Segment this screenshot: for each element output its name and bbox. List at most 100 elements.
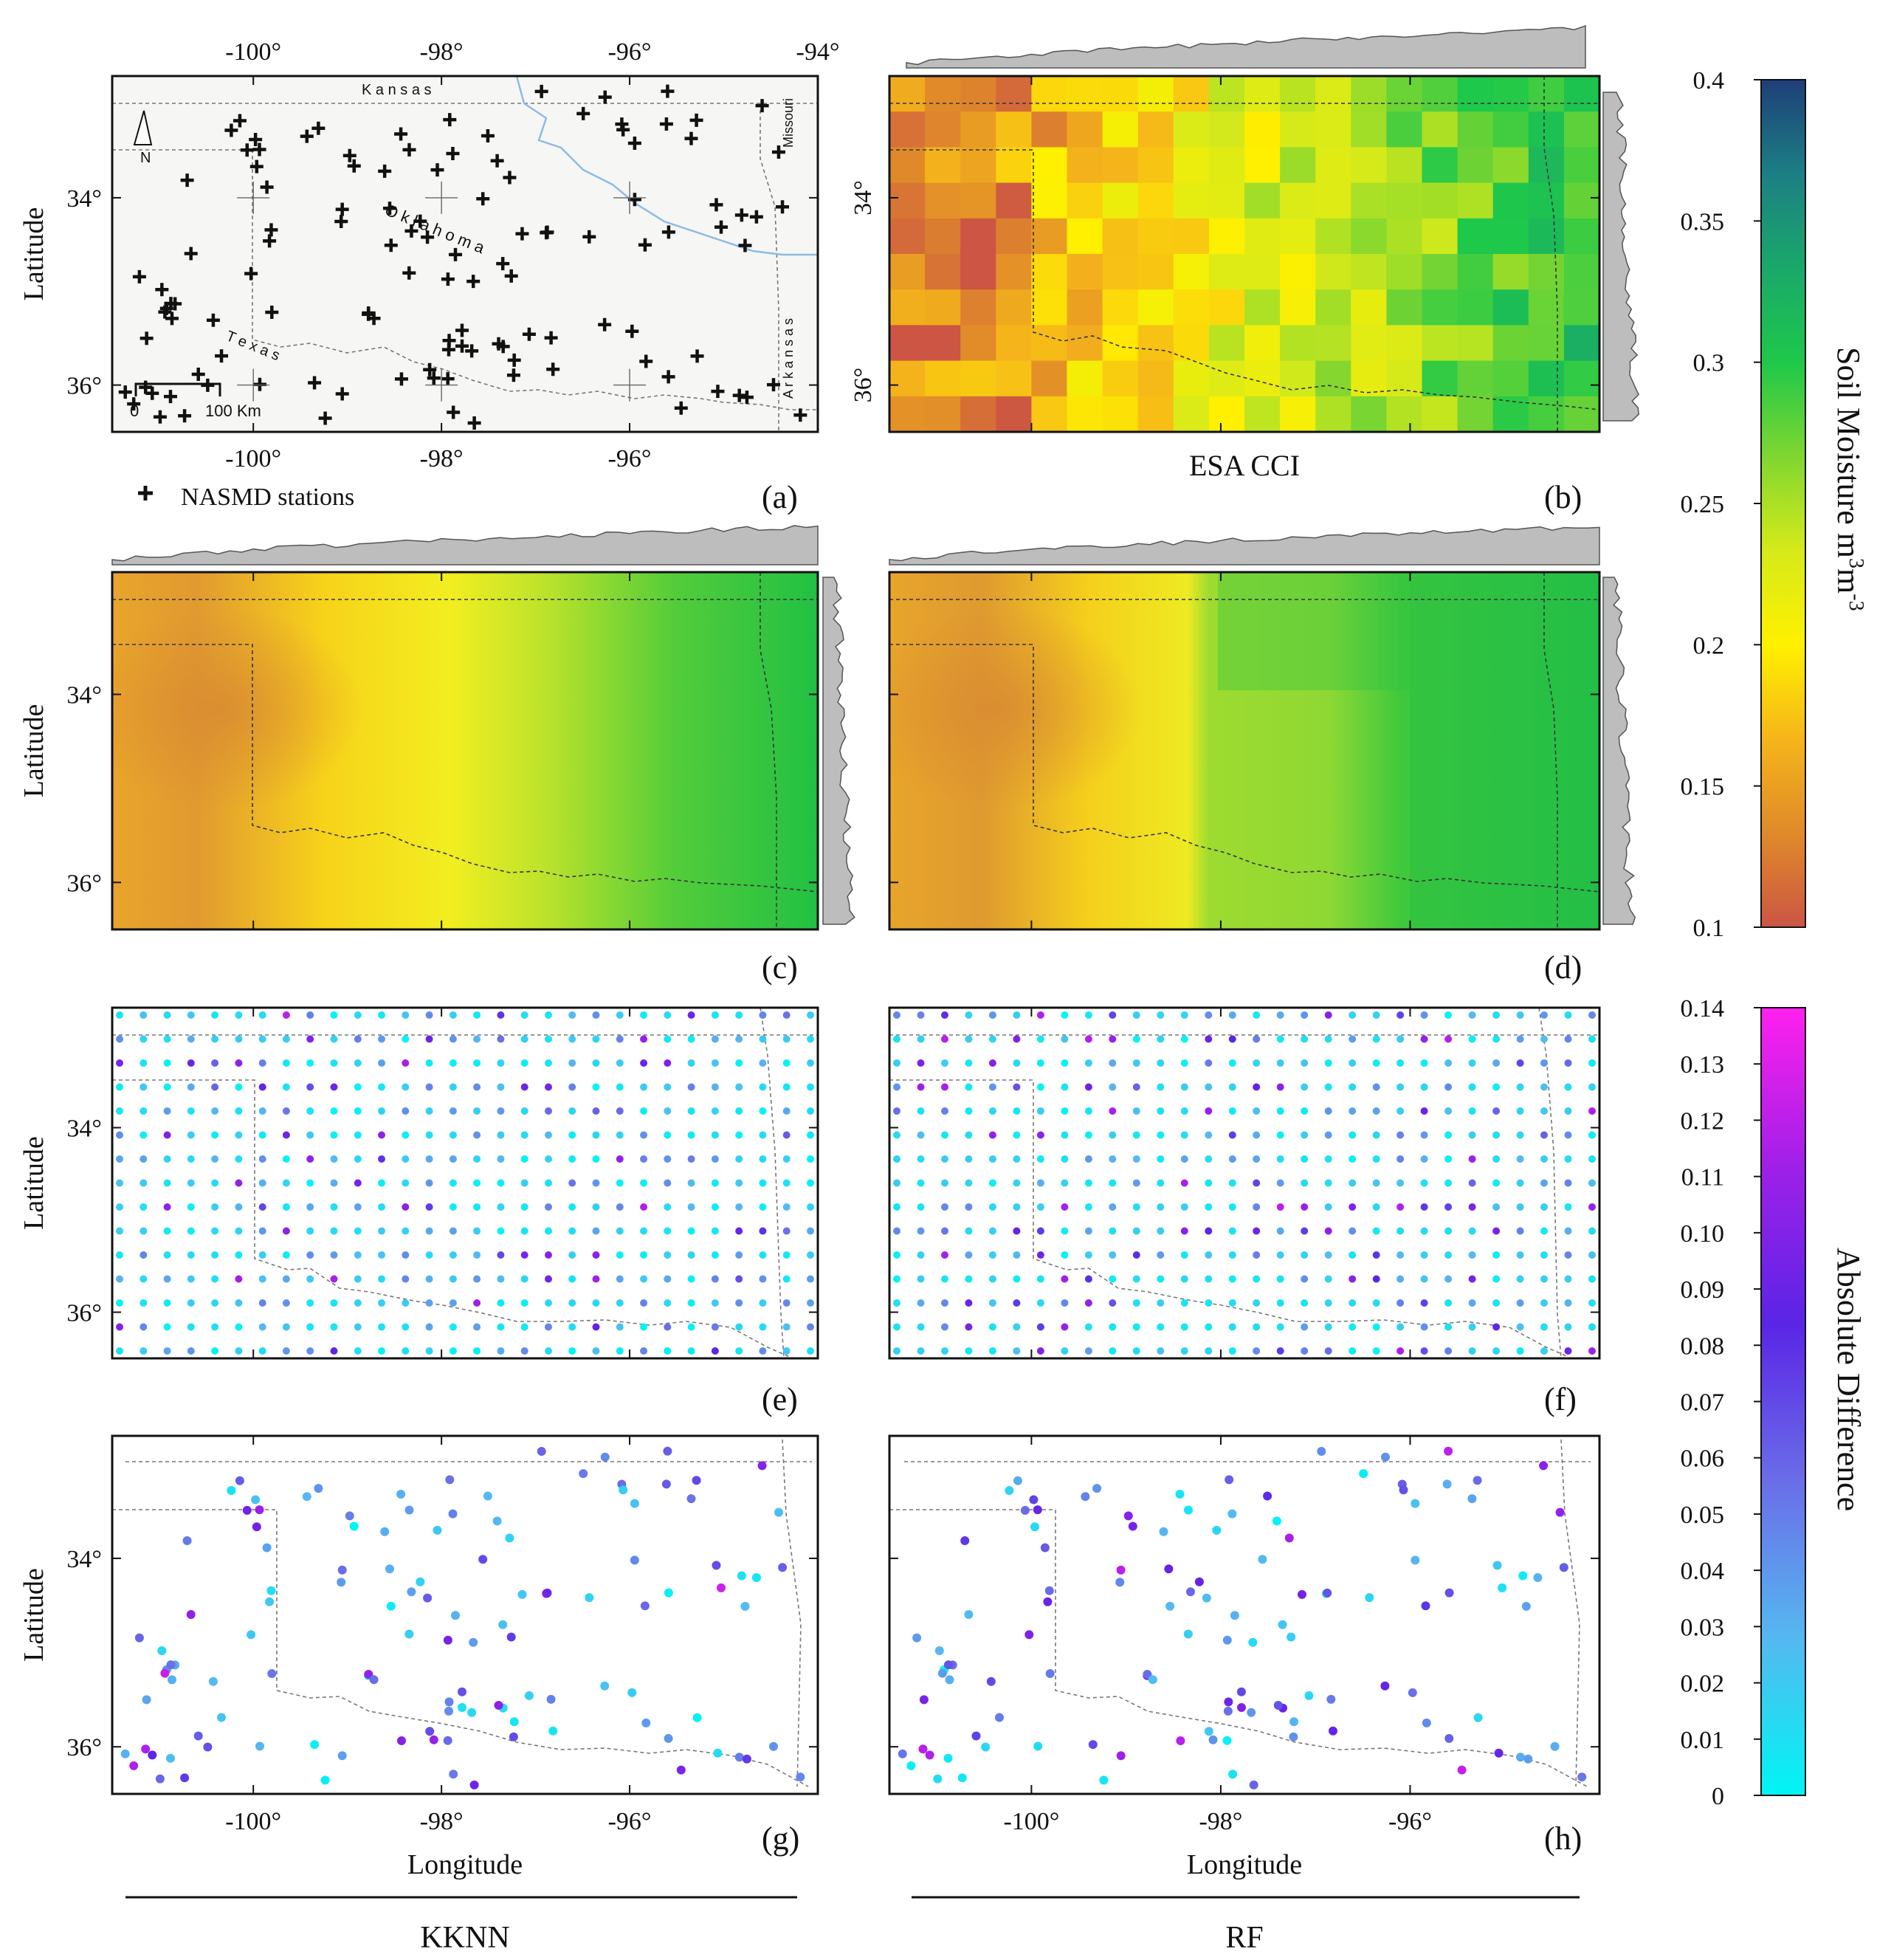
grid-dot — [1061, 1131, 1069, 1139]
esa-cci-cell — [1315, 111, 1351, 148]
kknn-column-label: KKNN — [420, 1921, 509, 1955]
esa-cci-cell — [996, 111, 1032, 148]
station-dot — [509, 1732, 518, 1741]
grid-dot — [1540, 1011, 1548, 1019]
esa-cci-cell — [1315, 76, 1351, 112]
grid-dot — [140, 1083, 148, 1091]
grid-dot — [354, 1323, 362, 1331]
esa-cci-cell — [1386, 254, 1422, 290]
grid-dot — [473, 1155, 481, 1163]
station-dot — [742, 1754, 751, 1764]
station-dot — [1263, 1491, 1272, 1501]
esa-cci-cell — [960, 396, 996, 432]
grid-dot — [235, 1275, 243, 1283]
esa-cci-cell — [1528, 325, 1565, 362]
grid-dot — [378, 1179, 385, 1187]
grid-dot — [568, 1203, 576, 1211]
station-marker — [793, 408, 807, 422]
grid-dot — [473, 1299, 481, 1307]
grid-dot — [687, 1347, 695, 1355]
grid-dot — [1157, 1347, 1165, 1355]
station-dot — [120, 1749, 130, 1758]
esa-cci-cell — [1563, 360, 1599, 397]
station-dot — [498, 1620, 508, 1629]
esa-cci-cell — [1067, 325, 1103, 362]
lon-tick-label: -94° — [796, 38, 840, 66]
esa-cci-cell — [1528, 289, 1565, 326]
grid-dot — [568, 1275, 576, 1283]
lon-tick-label: -100° — [1003, 1808, 1059, 1835]
station-dot — [203, 1742, 213, 1752]
grid-dot — [330, 1323, 338, 1331]
grid-dot — [782, 1347, 791, 1355]
latitude-label: Latitude — [18, 1136, 49, 1230]
grid-dot — [568, 1107, 576, 1115]
grid-dot — [187, 1011, 195, 1019]
station-dot — [182, 1536, 192, 1545]
grid-dot — [1564, 1155, 1572, 1163]
grid-dot — [807, 1083, 814, 1091]
grid-dot — [1468, 1155, 1476, 1163]
grid-dot — [616, 1299, 624, 1307]
station-dot — [160, 1668, 170, 1678]
station-dot — [345, 1511, 354, 1521]
grid-dot — [664, 1059, 672, 1067]
station-dot — [664, 1588, 673, 1598]
esa-cci-cell — [1137, 76, 1174, 112]
esa-cci-cell — [1173, 289, 1210, 326]
station-dot — [217, 1713, 226, 1722]
grid-dot — [687, 1131, 695, 1139]
esa-cci-cell — [1173, 147, 1210, 184]
grid-dot — [1588, 1227, 1596, 1235]
grid-dot — [568, 1011, 576, 1019]
grid-dot — [1084, 1011, 1092, 1019]
station-dot — [1184, 1505, 1193, 1515]
esa-cci-cell — [1067, 76, 1103, 112]
station-dot — [664, 1733, 673, 1743]
station-marker — [714, 220, 729, 234]
grid-dot — [449, 1059, 457, 1067]
grid-dot — [187, 1083, 195, 1091]
grid-dot — [1061, 1203, 1069, 1211]
grid-dot — [1253, 1059, 1261, 1067]
esa-cci-cell — [1492, 76, 1529, 112]
grid-dot — [473, 1203, 481, 1211]
panel-b-borders — [889, 76, 1599, 432]
grid-dot — [893, 1347, 900, 1355]
grid-dot — [616, 1035, 624, 1043]
station-dot — [1258, 1555, 1267, 1564]
station-dot — [1498, 1583, 1507, 1592]
station-dot — [1164, 1564, 1174, 1574]
esa-cci-cell — [1137, 396, 1174, 432]
station-dot — [627, 1688, 637, 1697]
diff-colorbar-rect — [1760, 1007, 1806, 1796]
panel-g-borders — [112, 1439, 812, 1787]
grid-dot — [282, 1251, 290, 1259]
grid-dot — [1157, 1179, 1165, 1187]
grid-dot — [497, 1155, 505, 1163]
grid-dot — [782, 1227, 791, 1235]
lat-tick-label: 34° — [850, 180, 877, 216]
grid-dot — [1396, 1107, 1405, 1115]
grid-dot — [1301, 1347, 1309, 1355]
station-marker — [496, 257, 510, 271]
station-dot — [186, 1610, 196, 1619]
grid-dot — [1564, 1059, 1572, 1067]
station-dot — [1381, 1452, 1390, 1462]
grid-dot — [568, 1083, 576, 1091]
grid-dot — [640, 1179, 648, 1187]
state-label-arkansas: A r k a n s a s — [781, 318, 796, 399]
grid-dot — [1420, 1155, 1428, 1163]
panel-g-ticks: -100° -98° -96°36°34°Latitude — [18, 1436, 818, 1835]
panel-d-borders — [889, 572, 1599, 929]
station-dot — [1326, 1694, 1336, 1704]
grid-dot — [1349, 1251, 1357, 1259]
grid-dot — [211, 1107, 219, 1115]
grid-dot — [807, 1251, 814, 1259]
grid-dot — [941, 1011, 948, 1019]
panel-a-basemap — [112, 76, 818, 432]
grid-dot — [330, 1131, 338, 1139]
grid-dot — [664, 1275, 672, 1283]
grid-dot — [640, 1251, 648, 1259]
grid-dot — [1013, 1011, 1021, 1019]
